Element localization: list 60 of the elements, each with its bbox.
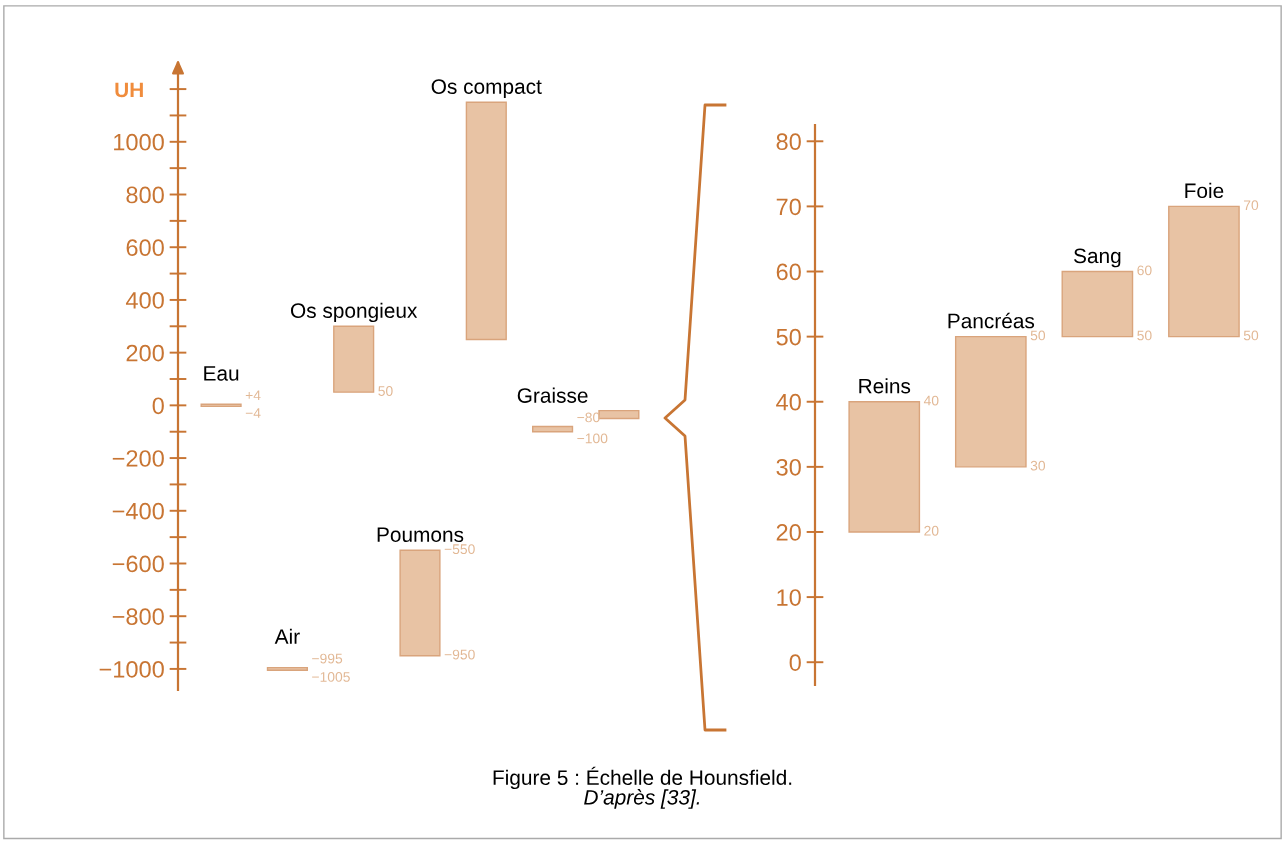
- annotation: +4: [245, 390, 261, 401]
- y-tick-label: −800: [112, 608, 164, 625]
- annotation: −995: [312, 653, 343, 664]
- y-tick-label: −600: [112, 555, 164, 573]
- x-tick-label: Os compact: [431, 79, 542, 99]
- bar: [1061, 270, 1134, 338]
- y-tick-label: 600: [126, 239, 164, 257]
- x-tick-label: Air: [274, 628, 300, 644]
- x-tick-label: Foie: [1185, 182, 1224, 199]
- y-tick-label: −1000: [99, 660, 164, 678]
- y-tick-label: 10: [777, 589, 801, 606]
- y-tick-label: −400: [112, 502, 164, 520]
- y-tick-label: 20: [776, 524, 801, 541]
- x-tick-label: Reins: [859, 378, 911, 394]
- annotation: −550: [444, 544, 475, 555]
- x-tick-label: Eau: [204, 366, 239, 381]
- annotation: 60: [1137, 265, 1152, 276]
- bar: [399, 549, 441, 657]
- bar: [266, 666, 308, 671]
- x-tick-label: Graisse: [517, 387, 588, 403]
- y-tick-label: 200: [126, 344, 164, 362]
- y-tick-label: 60: [776, 263, 801, 281]
- annotation: 70: [1243, 200, 1259, 211]
- bar: [598, 409, 640, 420]
- bar: [532, 425, 574, 433]
- y-tick-label: 400: [125, 292, 164, 309]
- bar: [333, 325, 375, 393]
- x-tick-label: Pancréas: [948, 312, 1035, 329]
- y-tick-label: 30: [776, 458, 801, 476]
- y-tick-label: 0: [152, 397, 164, 415]
- annotation: 50: [1137, 330, 1152, 341]
- annotation: 40: [923, 395, 939, 406]
- annotation: −950: [444, 649, 475, 660]
- text: D’après [33].: [584, 789, 700, 809]
- annotation: 20: [924, 525, 939, 536]
- annotation: −80: [577, 412, 600, 423]
- bar: [1168, 205, 1240, 338]
- y-tick-label: 70: [776, 198, 801, 216]
- y-tick-label: 40: [776, 393, 801, 411]
- x-tick-label: Sang: [1074, 248, 1121, 268]
- y-tick-label: 800: [126, 186, 164, 204]
- bar: [954, 335, 1027, 468]
- y-tick-label: 0: [789, 654, 801, 671]
- y-tick-label: −200: [112, 450, 164, 467]
- annotation: 50: [378, 386, 393, 396]
- annotation: −100: [577, 433, 608, 444]
- y-tick-label: 1000: [114, 133, 164, 151]
- y-tick-label: 80: [776, 133, 801, 151]
- annotation: 30: [1030, 460, 1046, 471]
- y-axis-title: UH: [115, 82, 143, 98]
- bar: [465, 101, 507, 341]
- annotation: −4: [245, 408, 261, 418]
- x-tick-label: Poumons: [377, 527, 464, 543]
- annotation: −1005: [312, 671, 350, 682]
- caption: Figure 5 : Échelle de Hounsfield.: [493, 766, 792, 790]
- x-tick-label: Os spongieux: [290, 302, 418, 323]
- annotation: 50: [1243, 330, 1259, 341]
- annotation: 50: [1030, 330, 1046, 341]
- y-tick-label: 50: [776, 328, 801, 346]
- bar: [848, 401, 921, 533]
